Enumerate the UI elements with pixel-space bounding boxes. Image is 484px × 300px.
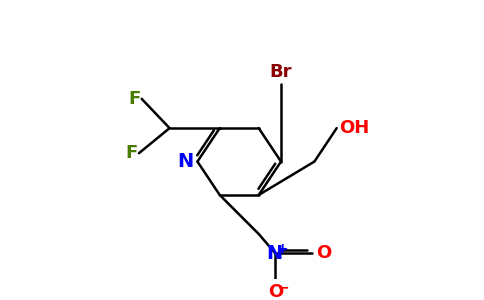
Text: Br: Br [270,63,292,81]
Text: OH: OH [339,119,370,137]
Text: O: O [268,283,283,300]
Text: F: F [128,90,140,108]
Text: N: N [177,152,193,171]
Text: +: + [276,242,288,256]
Text: F: F [125,144,137,162]
Text: O: O [316,244,331,262]
Text: −: − [277,280,289,294]
Text: N: N [266,244,282,263]
